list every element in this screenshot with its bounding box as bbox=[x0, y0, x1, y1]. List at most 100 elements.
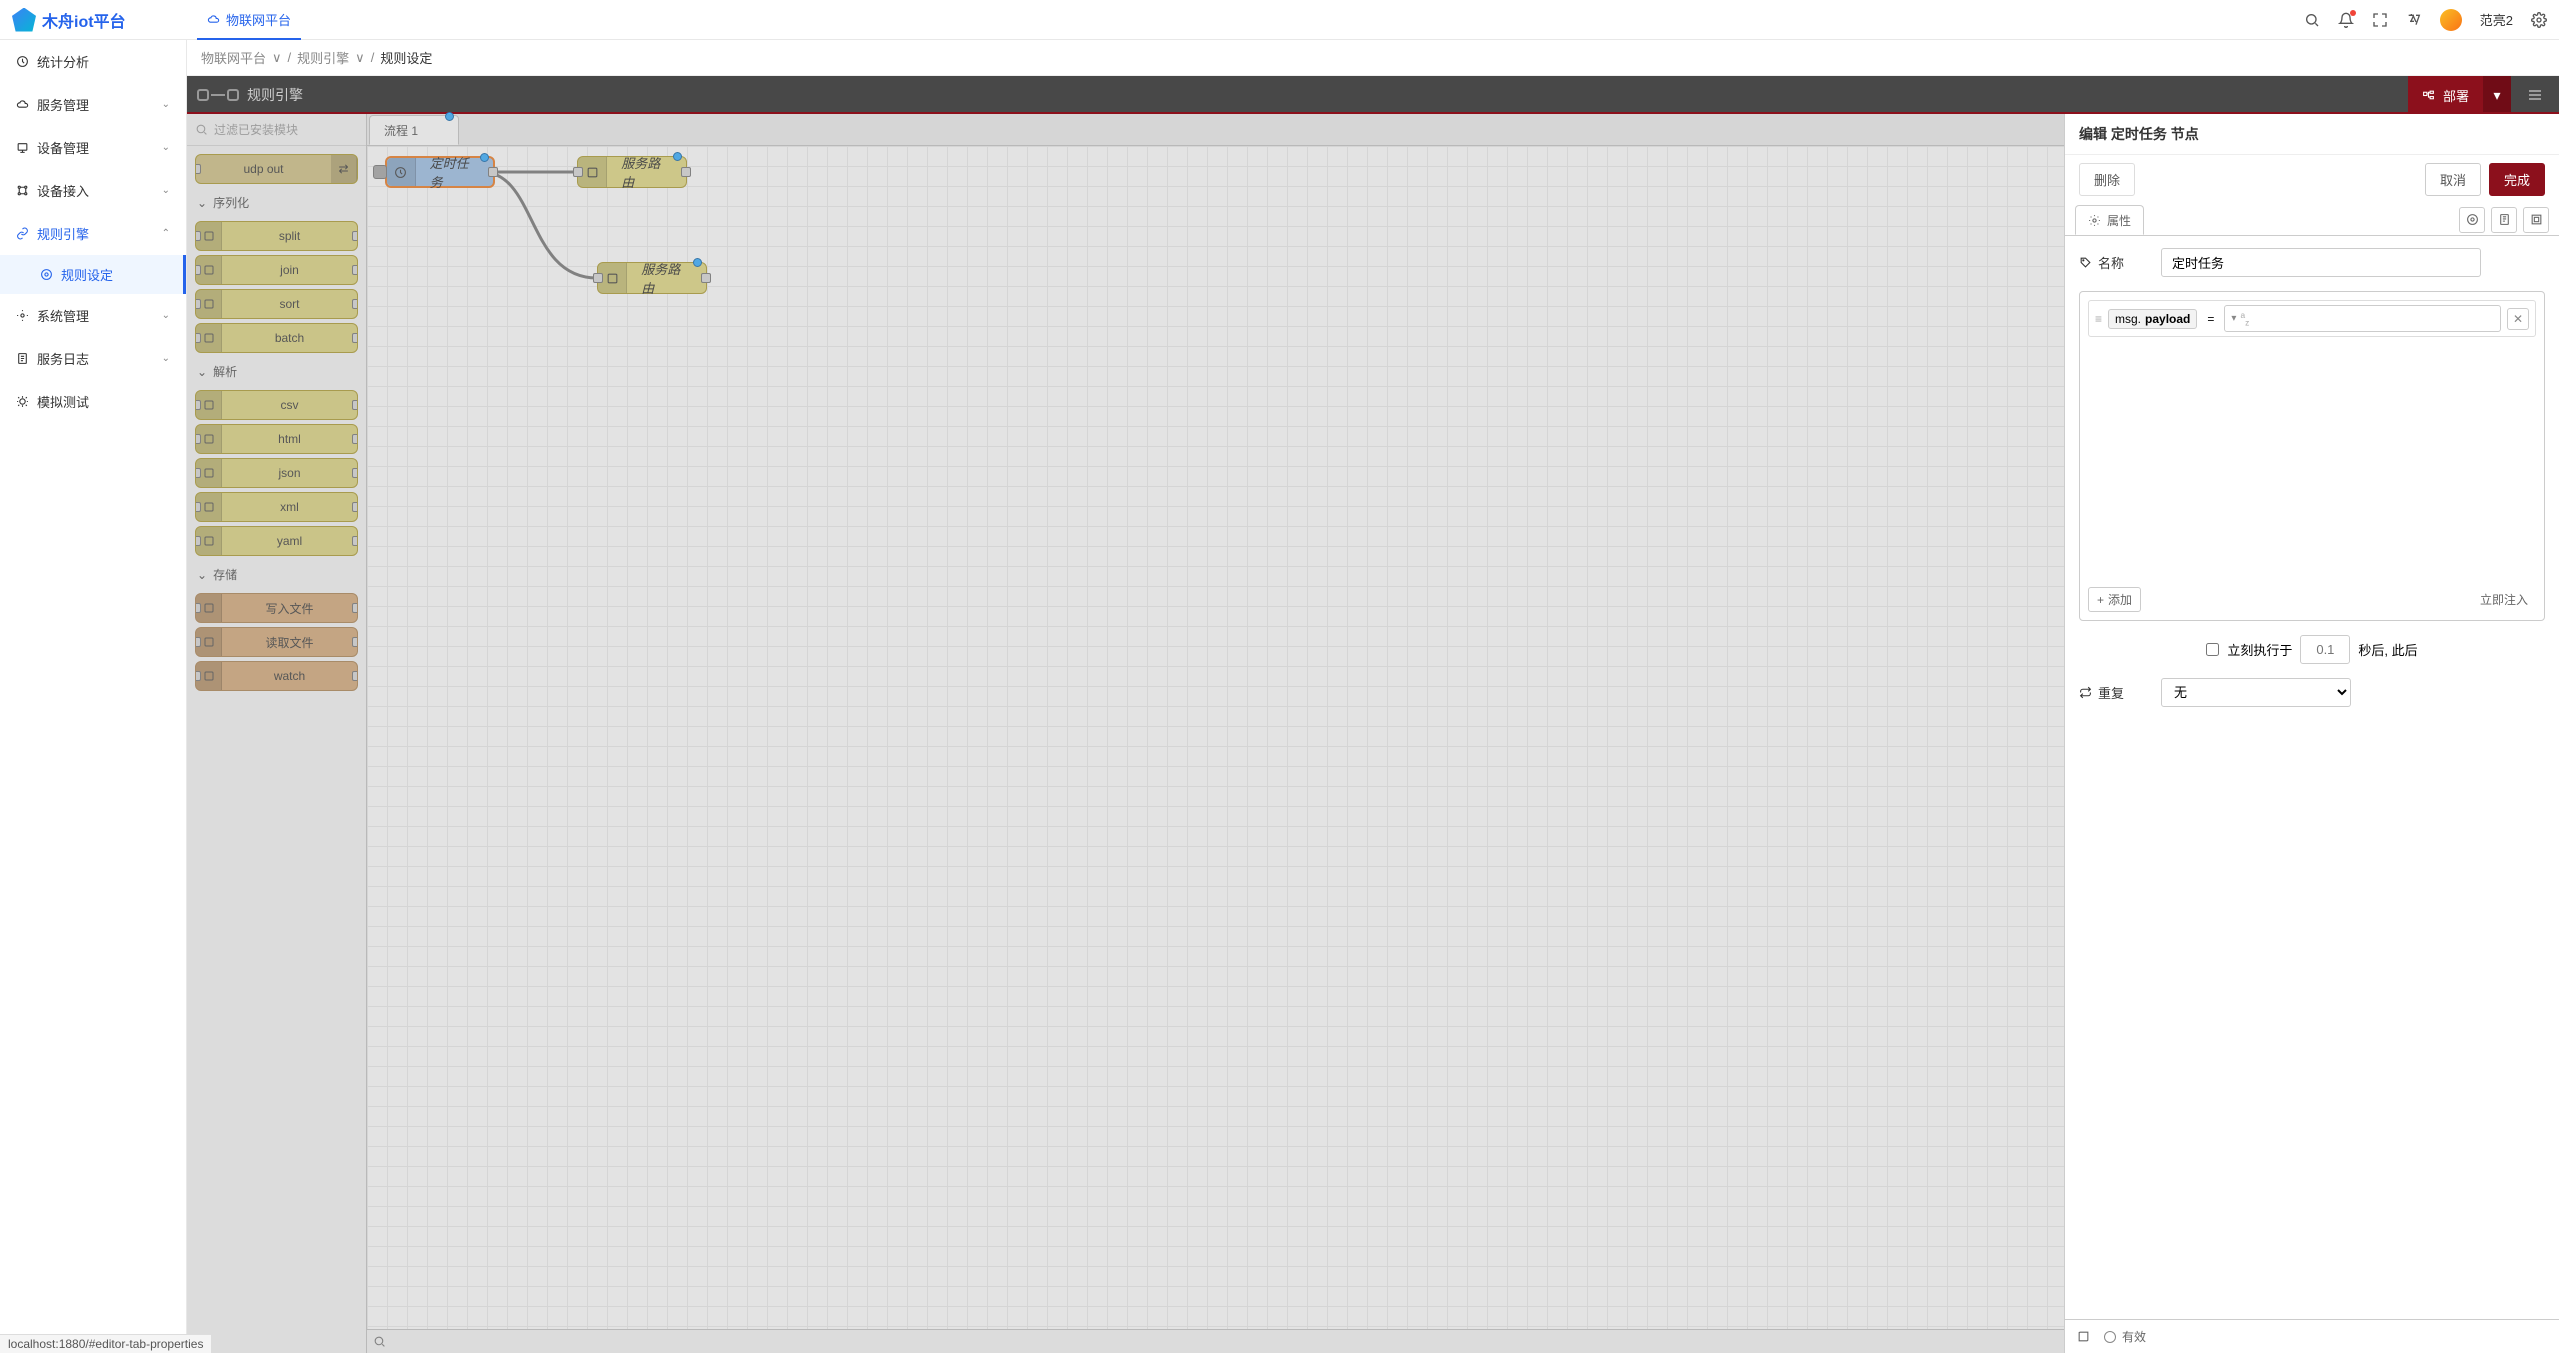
top-tab-iot[interactable]: 物联网平台 bbox=[187, 0, 311, 40]
deploy-icon bbox=[2422, 89, 2435, 102]
name-label: 名称 bbox=[2098, 253, 2124, 272]
deploy-button[interactable]: 部署 bbox=[2408, 76, 2483, 114]
canvas[interactable]: 定时任务 服务路由 bbox=[367, 146, 2064, 1329]
delete-rule-icon[interactable]: ✕ bbox=[2507, 308, 2529, 330]
book-icon[interactable] bbox=[2077, 1330, 2090, 1343]
search-icon[interactable] bbox=[373, 1335, 386, 1348]
seconds-after-label: 秒后, 此后 bbox=[2358, 640, 2417, 659]
breadcrumb-a[interactable]: 物联网平台 bbox=[201, 48, 266, 67]
tab-docs-icon[interactable] bbox=[2491, 207, 2517, 233]
palette-category[interactable]: ⌄序列化 bbox=[187, 188, 366, 217]
top-header: 木舟iot平台 物联网平台 范亮2 bbox=[0, 0, 2559, 40]
tab-appearance-icon[interactable] bbox=[2523, 207, 2549, 233]
palette-node[interactable]: udp out⇄ bbox=[195, 154, 358, 184]
translate-icon[interactable] bbox=[2406, 12, 2422, 28]
add-rule-button[interactable]: + 添加 bbox=[2088, 587, 2141, 612]
sidebar-item[interactable]: 服务管理⌄ bbox=[0, 83, 186, 126]
tabs-row: 流程 1 bbox=[367, 114, 2064, 146]
avatar[interactable] bbox=[2440, 9, 2462, 31]
status-bar: localhost:1880/#editor-tab-properties bbox=[0, 1334, 211, 1353]
tab-label: 属性 bbox=[2107, 212, 2131, 229]
sidebar-item[interactable]: 服务日志⌄ bbox=[0, 337, 186, 380]
canvas-tab[interactable]: 流程 1 bbox=[369, 115, 459, 145]
palette-search-placeholder: 过滤已安装模块 bbox=[214, 121, 298, 138]
palette-node[interactable]: sort bbox=[195, 289, 358, 319]
canvas-node-inject[interactable]: 定时任务 bbox=[385, 156, 495, 188]
drag-handle-icon[interactable]: ≡ bbox=[2095, 312, 2102, 326]
sidebar-item[interactable]: 设备接入⌄ bbox=[0, 169, 186, 212]
palette-node[interactable]: 写入文件 bbox=[195, 593, 358, 623]
palette-node[interactable]: html bbox=[195, 424, 358, 454]
rule-value-input[interactable]: ▾ az bbox=[2224, 305, 2501, 332]
repeat-row: 重复 无 bbox=[2079, 678, 2545, 707]
palette-node[interactable]: json bbox=[195, 458, 358, 488]
chevron-icon: ⌄ bbox=[162, 353, 170, 364]
panel-actions: 删除 取消 完成 bbox=[2065, 155, 2559, 204]
done-button[interactable]: 完成 bbox=[2489, 163, 2545, 196]
sidebar-item[interactable]: 统计分析 bbox=[0, 40, 186, 83]
palette-node[interactable]: batch bbox=[195, 323, 358, 353]
top-tab-label: 物联网平台 bbox=[226, 10, 291, 29]
sidebar-item[interactable]: 规则引擎⌃ bbox=[0, 212, 186, 255]
chevron-icon: ⌃ bbox=[162, 228, 170, 239]
sidebar-item[interactable]: 设备管理⌄ bbox=[0, 126, 186, 169]
clock-icon bbox=[16, 55, 29, 68]
msg-field[interactable]: msg. payload bbox=[2108, 309, 2197, 329]
repeat-select[interactable]: 无 bbox=[2161, 678, 2351, 707]
bell-icon[interactable] bbox=[2338, 12, 2354, 28]
delete-button[interactable]: 删除 bbox=[2079, 163, 2135, 196]
chevron-icon: ⌄ bbox=[162, 99, 170, 110]
settings-icon[interactable] bbox=[2531, 12, 2547, 28]
name-input[interactable] bbox=[2161, 248, 2481, 277]
search-icon[interactable] bbox=[2304, 12, 2320, 28]
deploy-dropdown[interactable]: ▾ bbox=[2483, 76, 2511, 114]
palette-node[interactable]: yaml bbox=[195, 526, 358, 556]
palette-node[interactable]: xml bbox=[195, 492, 358, 522]
palette-node[interactable]: csv bbox=[195, 390, 358, 420]
palette-node[interactable]: watch bbox=[195, 661, 358, 691]
palette-node[interactable]: join bbox=[195, 255, 358, 285]
panel-tabs: 属性 bbox=[2065, 204, 2559, 236]
menu-icon[interactable] bbox=[2521, 76, 2549, 114]
cancel-button[interactable]: 取消 bbox=[2425, 163, 2481, 196]
sidebar-sub-item[interactable]: 规则设定 bbox=[0, 255, 186, 294]
fullscreen-icon[interactable] bbox=[2372, 12, 2388, 28]
link-icon bbox=[16, 227, 29, 240]
chevron-down-icon: ⌄ bbox=[197, 196, 207, 210]
top-actions: 范亮2 bbox=[2304, 9, 2547, 31]
tab-properties[interactable]: 属性 bbox=[2075, 205, 2144, 235]
breadcrumb: 物联网平台∨ / 规则引擎∨ / 规则设定 bbox=[187, 40, 2559, 76]
palette-category[interactable]: ⌄解析 bbox=[187, 357, 366, 386]
node-type-icon: ⇄ bbox=[331, 155, 357, 183]
run-at-start-label: 立刻执行于 bbox=[2227, 640, 2292, 659]
palette-node[interactable]: split bbox=[195, 221, 358, 251]
settings-icon bbox=[40, 268, 53, 281]
sidebar-item[interactable]: 系统管理⌄ bbox=[0, 294, 186, 337]
chevron-icon: ⌄ bbox=[162, 142, 170, 153]
palette-search[interactable]: 过滤已安装模块 bbox=[187, 114, 366, 146]
canvas-node-fn2[interactable]: 服务路由 bbox=[597, 262, 707, 294]
inject-now-button[interactable]: 立即注入 bbox=[2472, 587, 2536, 612]
canvas-node-fn1[interactable]: 服务路由 bbox=[577, 156, 687, 188]
chevron-icon: ⌄ bbox=[162, 185, 170, 196]
sidebar-item[interactable]: 模拟测试 bbox=[0, 380, 186, 423]
breadcrumb-b[interactable]: 规则引擎 bbox=[297, 48, 349, 67]
run-at-start-row: 立刻执行于 秒后, 此后 bbox=[2079, 635, 2545, 664]
breadcrumb-c: 规则设定 bbox=[380, 48, 432, 67]
tab-settings-icon[interactable] bbox=[2459, 207, 2485, 233]
run-at-start-checkbox[interactable] bbox=[2206, 643, 2219, 656]
editor-logo: 规则引擎 bbox=[197, 85, 303, 105]
editor-title: 规则引擎 bbox=[247, 85, 303, 105]
palette-category[interactable]: ⌄存储 bbox=[187, 560, 366, 589]
inject-button[interactable] bbox=[373, 165, 387, 179]
device-icon bbox=[16, 141, 29, 154]
edit-panel: 编辑 定时任务 节点 删除 取消 完成 属性 bbox=[2064, 114, 2559, 1353]
search-icon bbox=[195, 123, 208, 136]
palette-node[interactable]: 读取文件 bbox=[195, 627, 358, 657]
run-delay-input[interactable] bbox=[2300, 635, 2350, 664]
chevron-down-icon: ⌄ bbox=[197, 568, 207, 582]
canvas-footer bbox=[367, 1329, 2064, 1353]
canvas-area: 流程 1 定时任务 bbox=[367, 114, 2064, 1353]
enabled-icon[interactable] bbox=[2104, 1331, 2116, 1343]
canvas-tab-label: 流程 1 bbox=[384, 122, 418, 139]
